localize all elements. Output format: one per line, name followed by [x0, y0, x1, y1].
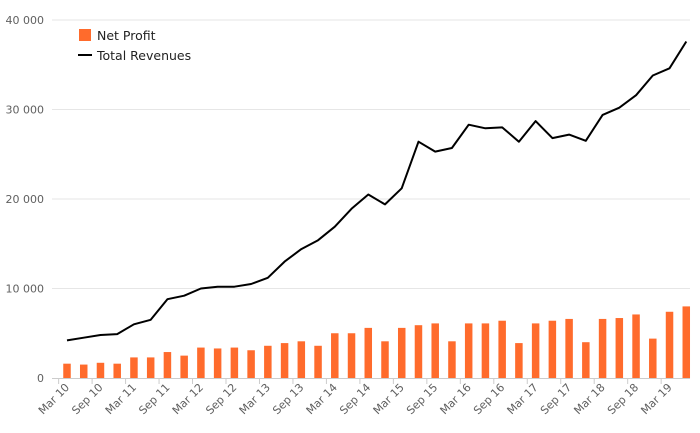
net-profit-bar	[180, 355, 188, 378]
net-profit-bar	[130, 357, 138, 378]
net-profit-bar	[247, 350, 255, 378]
net-profit-bar	[548, 320, 557, 378]
total-revenues-line	[66, 40, 688, 342]
net-profit-bar	[347, 333, 356, 378]
net-profit-bar	[565, 318, 573, 378]
net-profit-bar	[632, 314, 640, 378]
net-profit-bar	[146, 357, 155, 378]
legend-net-profit-label[interactable]: Net Profit	[97, 28, 156, 43]
net-profit-bar	[96, 362, 105, 378]
y-tick-label: 40 000	[6, 14, 45, 27]
net-profit-bars	[63, 306, 691, 378]
net-profit-bar	[649, 338, 657, 378]
x-tick-label: Mar 11	[103, 381, 139, 417]
net-profit-bar	[163, 352, 172, 378]
x-tick-label: Mar 13	[237, 381, 273, 417]
net-profit-bar	[615, 318, 624, 378]
net-profit-bar	[314, 345, 322, 378]
x-tick-label: Sep 12	[203, 381, 239, 417]
net-profit-bar	[665, 311, 674, 378]
x-tick-label: Sep 15	[404, 381, 440, 417]
net-profit-bar	[364, 327, 373, 378]
y-tick-label: 30 000	[6, 104, 45, 117]
y-tick-label: 0	[37, 372, 44, 385]
y-tick-label: 10 000	[6, 283, 45, 296]
y-axis-tick-labels: 0 10 000 20 000 30 000 40 000	[6, 14, 45, 385]
net-profit-bar	[498, 320, 506, 378]
total-revenues-line-group	[66, 40, 688, 342]
net-profit-bar	[582, 342, 590, 378]
net-profit-bar	[431, 323, 439, 378]
legend: Net Profit Total Revenues	[78, 28, 191, 63]
net-profit-bar	[63, 363, 71, 378]
net-profit-bar	[280, 343, 289, 378]
x-tick-label: Mar 10	[36, 381, 72, 417]
net-profit-bar	[682, 306, 691, 378]
net-profit-bar	[230, 347, 239, 378]
net-profit-bar	[381, 341, 389, 378]
x-tick-label: Sep 17	[538, 381, 574, 417]
net-profit-bar	[397, 327, 406, 378]
net-profit-bar	[113, 363, 121, 378]
x-tick-label: Sep 10	[69, 381, 105, 417]
net-profit-bar	[213, 348, 222, 378]
x-tick-label: Sep 13	[270, 381, 306, 417]
x-tick-label: Sep 14	[337, 381, 373, 417]
net-profit-bar	[197, 347, 205, 378]
legend-total-revenues-label[interactable]: Total Revenues	[96, 48, 191, 63]
net-profit-bar	[297, 341, 306, 378]
x-tick-label: Mar 18	[571, 381, 607, 417]
x-tick-label: Mar 19	[638, 381, 674, 417]
net-profit-bar	[598, 318, 607, 378]
net-profit-bar	[464, 323, 473, 378]
x-tick-label: Mar 17	[505, 381, 541, 417]
x-tick-label: Mar 12	[170, 381, 206, 417]
net-profit-bar	[481, 323, 490, 378]
x-tick-label: Sep 18	[605, 381, 641, 417]
x-tick-label: Mar 15	[371, 381, 407, 417]
legend-net-profit-swatch	[79, 29, 91, 41]
y-tick-label: 20 000	[6, 193, 45, 206]
x-tick-label: Sep 11	[136, 381, 172, 417]
net-profit-bar	[79, 364, 88, 378]
x-tick-label: Mar 14	[304, 381, 340, 417]
gridlines	[52, 19, 690, 289]
net-profit-bar	[331, 333, 339, 378]
net-profit-bar	[531, 323, 540, 378]
x-tick-label: Sep 16	[471, 381, 507, 417]
net-profit-bar	[414, 325, 423, 378]
x-tick-label: Mar 16	[438, 381, 474, 417]
net-profit-bar	[515, 343, 523, 378]
net-profit-bar	[264, 345, 272, 378]
net-profit-bar	[448, 341, 456, 378]
